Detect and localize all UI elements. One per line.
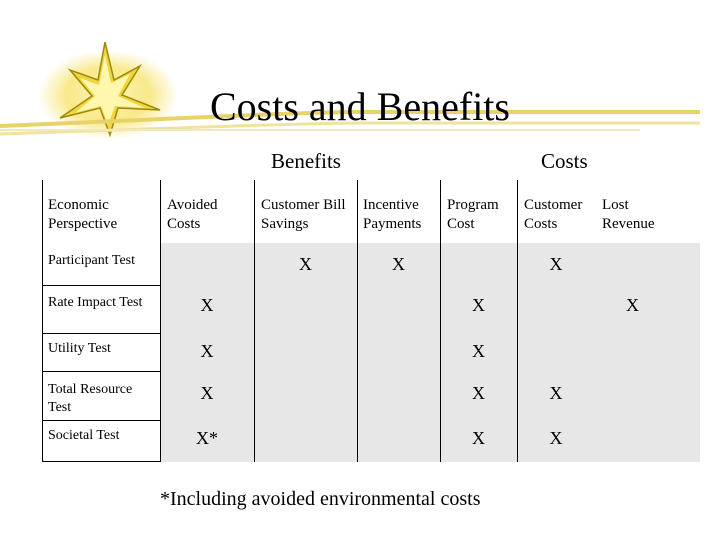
table-cell: X <box>392 254 405 274</box>
table-cell: X* <box>196 428 218 448</box>
row-divider <box>42 285 160 286</box>
column-divider <box>517 180 518 462</box>
table-cell: X <box>626 295 639 315</box>
table-cell: X <box>200 383 214 403</box>
row-label-rate-impact-test: Rate Impact Test <box>48 295 143 310</box>
table-cell: X <box>472 341 485 361</box>
row-label-participant-test: Participant Test <box>48 253 136 268</box>
column-header-customer-costs: Customer Costs <box>524 197 583 232</box>
row-label-total-resource-test: Total Resource Test <box>48 382 133 415</box>
table-cell: X <box>549 254 563 274</box>
column-header-lost-revenue: Lost Revenue <box>602 197 655 232</box>
table-cell: X <box>472 383 485 403</box>
table-cell: X <box>472 295 485 315</box>
table-cell: X <box>549 383 563 403</box>
column-header-incentive-payments: Incentive Payments <box>363 197 422 232</box>
row-label-societal-test: Societal Test <box>48 428 120 443</box>
column-divider <box>440 180 441 462</box>
column-header-customer-bill-savings: Customer Bill Savings <box>261 197 346 232</box>
column-header-avoided-costs: Avoided Costs <box>167 197 218 232</box>
row-divider <box>42 333 160 334</box>
table-cell: X <box>200 295 214 315</box>
costs-header: Costs <box>541 149 588 173</box>
row-divider <box>42 371 160 372</box>
page-title: Costs and Benefits <box>210 84 510 129</box>
table-cell: X <box>200 341 214 361</box>
column-divider <box>160 180 161 462</box>
row-divider <box>42 420 160 421</box>
column-divider <box>254 180 255 462</box>
column-header-program-cost: Program Cost <box>447 197 499 232</box>
cell-area-background <box>160 243 700 462</box>
table-cell: X <box>299 254 312 274</box>
row-divider <box>42 461 160 462</box>
column-divider <box>42 180 43 462</box>
footnote: *Including avoided environmental costs <box>160 488 481 510</box>
table-cell: X <box>549 428 563 448</box>
row-label-utility-test: Utility Test <box>48 341 111 356</box>
column-header-economic-perspective: Economic Perspective <box>48 197 118 232</box>
decorative-starburst <box>0 41 700 140</box>
benefits-header: Benefits <box>271 149 341 173</box>
column-divider <box>357 180 358 462</box>
table-cell: X <box>472 428 485 448</box>
